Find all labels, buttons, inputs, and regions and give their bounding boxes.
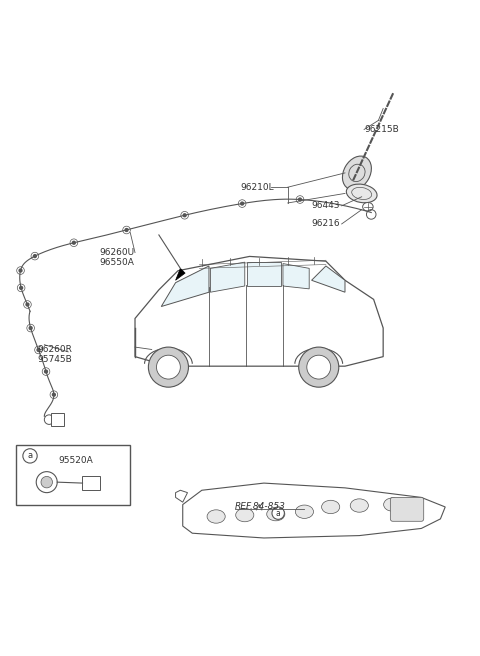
- Text: a: a: [276, 508, 280, 518]
- Text: 95745B: 95745B: [37, 354, 72, 363]
- Ellipse shape: [350, 499, 368, 512]
- Circle shape: [23, 449, 37, 463]
- Polygon shape: [210, 262, 245, 292]
- Text: 96260R: 96260R: [37, 345, 72, 354]
- Text: 96216: 96216: [312, 220, 340, 228]
- Circle shape: [183, 214, 186, 216]
- Circle shape: [123, 226, 131, 234]
- Polygon shape: [247, 262, 281, 286]
- Ellipse shape: [267, 508, 285, 521]
- Circle shape: [35, 346, 42, 354]
- Circle shape: [156, 355, 180, 379]
- Circle shape: [239, 199, 246, 207]
- FancyBboxPatch shape: [50, 413, 64, 426]
- Text: 96443: 96443: [312, 201, 340, 211]
- Polygon shape: [283, 264, 309, 289]
- Circle shape: [181, 211, 189, 219]
- Circle shape: [42, 368, 50, 375]
- Text: 95520A: 95520A: [59, 456, 94, 464]
- Circle shape: [26, 303, 29, 306]
- Circle shape: [296, 195, 304, 203]
- Circle shape: [19, 269, 22, 272]
- Circle shape: [72, 241, 75, 244]
- Text: a: a: [27, 451, 33, 461]
- Ellipse shape: [236, 508, 254, 522]
- FancyBboxPatch shape: [82, 476, 100, 490]
- Circle shape: [29, 327, 32, 329]
- Ellipse shape: [322, 501, 340, 514]
- Circle shape: [36, 472, 57, 493]
- Polygon shape: [183, 483, 445, 538]
- Polygon shape: [135, 256, 383, 366]
- Text: REF.84-853: REF.84-853: [235, 502, 286, 512]
- Circle shape: [299, 347, 339, 387]
- Text: 96210L: 96210L: [240, 183, 274, 192]
- Ellipse shape: [347, 184, 377, 203]
- Circle shape: [272, 507, 284, 520]
- Text: 96550A: 96550A: [99, 258, 134, 266]
- Circle shape: [20, 287, 23, 289]
- Text: 96260U: 96260U: [99, 248, 134, 257]
- Circle shape: [24, 300, 31, 308]
- Circle shape: [27, 324, 35, 332]
- Circle shape: [148, 347, 189, 387]
- Circle shape: [70, 239, 78, 247]
- Circle shape: [52, 393, 55, 396]
- Circle shape: [41, 476, 52, 488]
- Polygon shape: [176, 268, 185, 280]
- Ellipse shape: [295, 505, 313, 518]
- FancyBboxPatch shape: [390, 497, 424, 522]
- Polygon shape: [176, 490, 188, 502]
- Polygon shape: [161, 266, 209, 306]
- Circle shape: [31, 253, 39, 260]
- Circle shape: [299, 198, 301, 201]
- Circle shape: [17, 267, 24, 274]
- Circle shape: [240, 202, 243, 205]
- Ellipse shape: [384, 498, 402, 511]
- Circle shape: [34, 255, 36, 258]
- Text: 96215B: 96215B: [364, 125, 399, 134]
- Circle shape: [125, 228, 128, 232]
- FancyBboxPatch shape: [16, 445, 130, 504]
- Ellipse shape: [207, 510, 225, 523]
- Ellipse shape: [342, 156, 372, 190]
- Circle shape: [50, 391, 58, 398]
- Polygon shape: [312, 266, 345, 292]
- Circle shape: [45, 370, 48, 373]
- Circle shape: [37, 348, 40, 352]
- Circle shape: [17, 284, 25, 292]
- Ellipse shape: [363, 203, 373, 211]
- Circle shape: [307, 355, 331, 379]
